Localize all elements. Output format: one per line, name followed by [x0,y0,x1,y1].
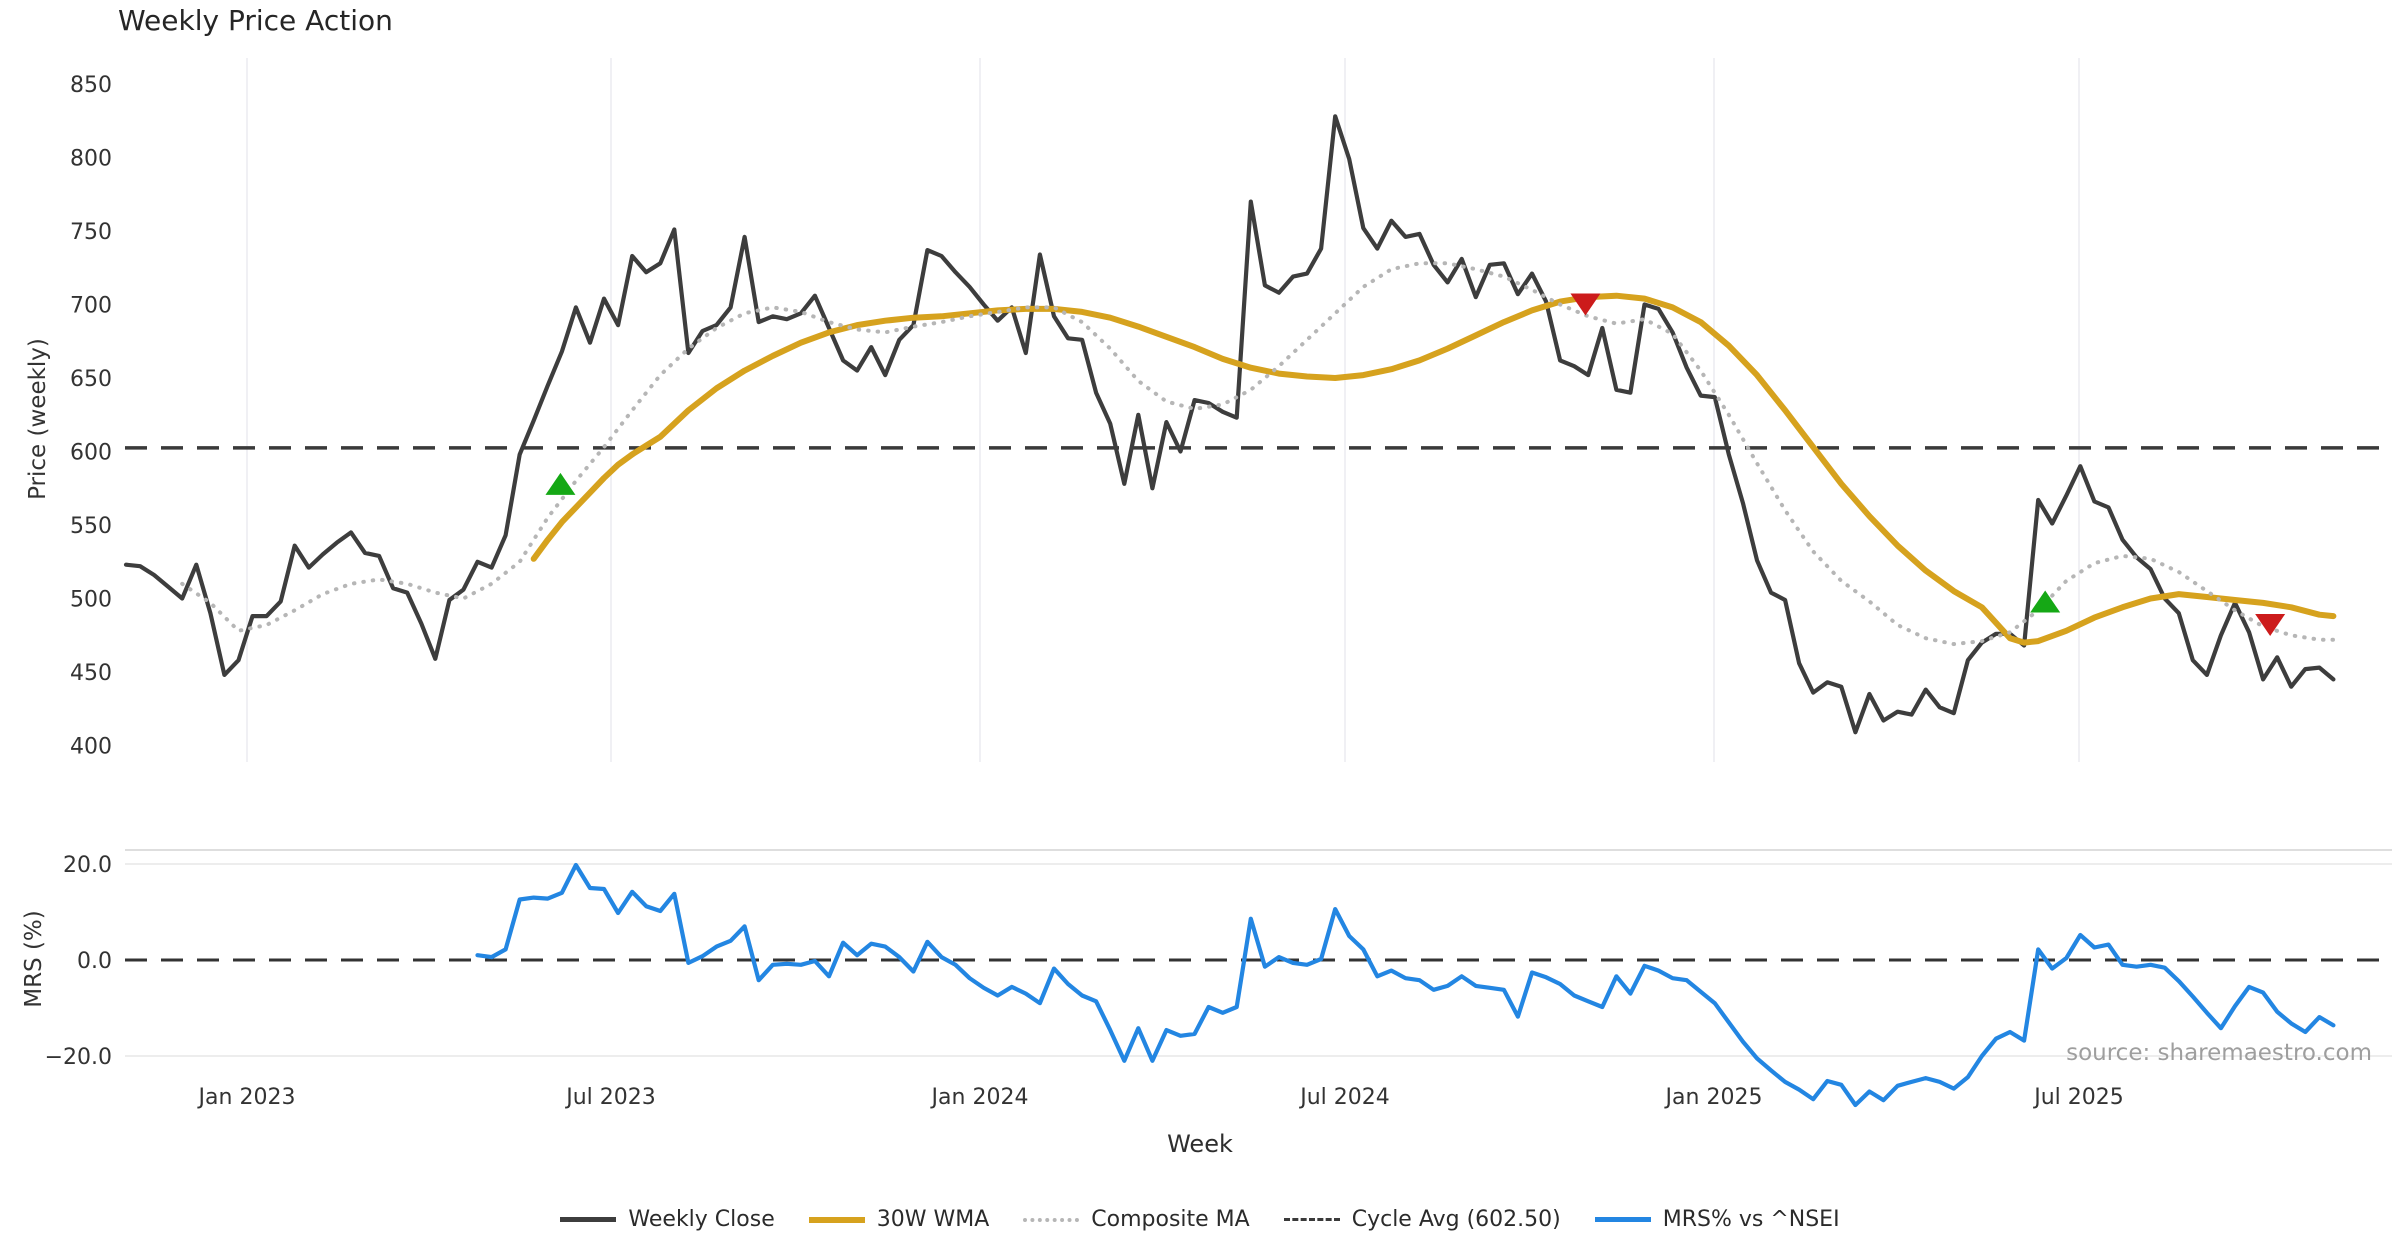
price-tick-label: 550 [70,514,112,539]
buy-signal-triangle-icon [545,472,576,495]
legend-label: Weekly Close [628,1207,775,1232]
price-tick-label: 650 [70,367,112,392]
chart-title: Weekly Price Action [118,4,393,37]
date-tick-label: Jul 2024 [1298,1085,1390,1110]
price-tick-label: 600 [70,441,112,466]
price-tick-label: 400 [70,735,112,760]
price-tick-label: 750 [70,220,112,245]
source-note: source: sharemaestro.com [2066,1040,2372,1066]
buy-signal-triangle-icon [2030,590,2061,613]
legend-label: Cycle Avg (602.50) [1351,1207,1561,1232]
legend-item-mrs-vs-nsei: MRS% vs ^NSEI [1594,1207,1840,1232]
price-tick-label: 850 [70,73,112,98]
legend-item-30w-wma: 30W WMA [808,1207,990,1232]
mrs-tick-label: 0.0 [77,949,112,974]
series-mrs-vs-nsei [475,862,2336,1108]
mrs-tick-label: 20.0 [63,853,112,878]
mrs-axis-label: MRS (%) [21,910,47,1008]
legend-swatch-icon [1023,1217,1080,1222]
date-tick-label: Jan 2024 [930,1085,1029,1110]
price-tick-label: 800 [70,147,112,172]
mrs-tick-label: −20.0 [45,1045,112,1070]
x-axis-label: Week [1167,1130,1233,1158]
legend-label: Composite MA [1091,1207,1250,1232]
legend-swatch-icon [1283,1218,1340,1221]
price-axis-label: Price (weekly) [25,338,51,500]
series-composite-ma [180,261,2336,647]
legend-label: 30W WMA [876,1207,990,1232]
legend-item-cycle-avg-602-50-: Cycle Avg (602.50) [1283,1207,1561,1232]
sell-signal-triangle-icon [1570,293,1601,316]
legend-swatch-icon [808,1216,865,1223]
sell-signal-triangle-icon [2255,613,2286,636]
price-tick-label: 700 [70,294,112,319]
date-tick-label: Jan 2025 [1664,1085,1763,1110]
legend-item-weekly-close: Weekly Close [560,1207,775,1232]
series-weekly-close [123,114,2336,735]
legend-label: MRS% vs ^NSEI [1662,1207,1840,1232]
legend: Weekly Close 30W WMA Composite MA Cycle Avg… [0,1207,2400,1232]
price-tick-label: 500 [70,588,112,613]
legend-swatch-icon [560,1217,617,1222]
date-tick-label: Jan 2023 [197,1085,296,1110]
series-30w-wma [530,292,2337,646]
legend-swatch-icon [1594,1217,1651,1222]
date-tick-label: Jul 2025 [2032,1085,2124,1110]
date-tick-label: Jul 2023 [564,1085,656,1110]
legend-item-composite-ma: Composite MA [1023,1207,1250,1232]
price-tick-label: 450 [70,661,112,686]
